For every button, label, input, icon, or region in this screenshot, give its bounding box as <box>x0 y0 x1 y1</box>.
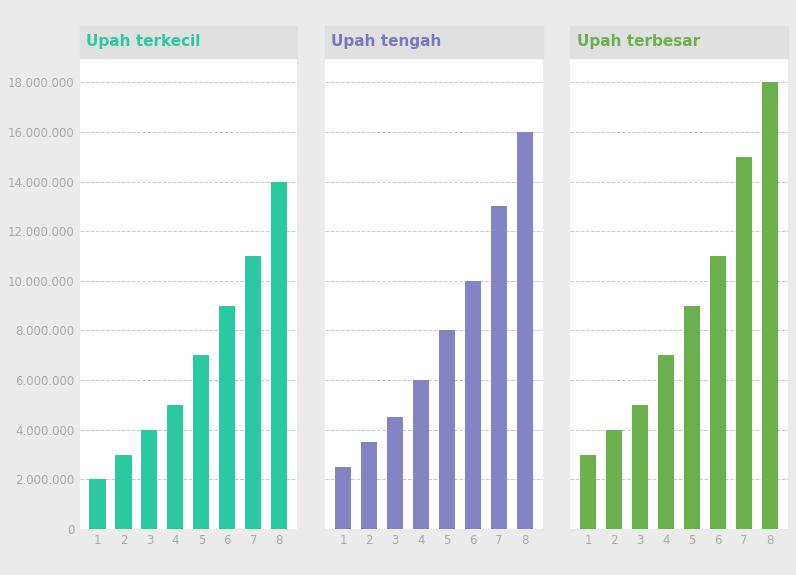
Bar <box>167 405 183 529</box>
Bar <box>115 455 131 529</box>
Bar <box>245 256 261 529</box>
Bar <box>465 281 481 529</box>
Bar <box>607 430 622 529</box>
Bar <box>580 455 596 529</box>
Bar <box>271 182 287 529</box>
Bar <box>387 417 403 529</box>
Bar <box>219 306 236 529</box>
Bar <box>193 355 209 529</box>
Bar <box>439 331 455 529</box>
Text: Upah terkecil: Upah terkecil <box>86 34 201 49</box>
Bar <box>89 480 106 529</box>
Bar <box>710 256 726 529</box>
Bar <box>413 380 429 529</box>
Bar <box>736 157 752 529</box>
Bar <box>361 442 377 529</box>
Bar <box>762 82 778 529</box>
Bar <box>517 132 533 529</box>
Bar <box>490 206 507 529</box>
Bar <box>658 355 674 529</box>
Text: Upah tengah: Upah tengah <box>331 34 442 49</box>
Bar <box>632 405 649 529</box>
Bar <box>142 430 158 529</box>
Bar <box>335 467 351 529</box>
Bar <box>685 306 700 529</box>
Text: Upah terbesar: Upah terbesar <box>577 34 700 49</box>
